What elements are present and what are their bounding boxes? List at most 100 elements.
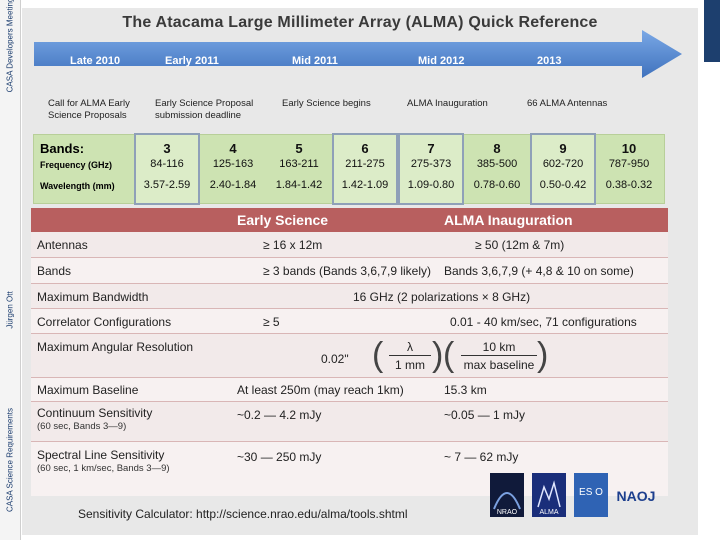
naoj-logo: NAOJ bbox=[612, 473, 660, 517]
band-column: 10 787-950 0.38-0.32 bbox=[596, 135, 662, 203]
band-number: 8 bbox=[493, 141, 501, 156]
row-label: Maximum Bandwidth bbox=[37, 290, 149, 304]
corner-bar bbox=[704, 0, 720, 62]
resolution-value: 0.02" bbox=[321, 352, 349, 366]
spec-table: Early Science ALMA Inauguration Antennas… bbox=[31, 208, 668, 496]
row-label: Spectral Line Sensitivity (60 sec, 1 km/… bbox=[37, 448, 170, 474]
baseline-num: 10 km bbox=[482, 340, 516, 354]
table-header-row: Early Science ALMA Inauguration bbox=[31, 208, 668, 232]
table-row: Correlator Configurations ≥ 5 0.01 - 40 … bbox=[31, 309, 668, 334]
row-value: ~30 — 250 mJy bbox=[237, 450, 322, 464]
close-paren-icon: ) bbox=[432, 336, 444, 374]
band-number: 4 bbox=[229, 141, 237, 156]
wavelength-label: Wavelength (mm) bbox=[40, 181, 115, 191]
band-number: 3 bbox=[163, 141, 171, 156]
timeline-event: Early Science begins bbox=[282, 98, 371, 109]
baseline-den: max baseline bbox=[463, 358, 535, 372]
band-column: 7 275-373 1.09-0.80 bbox=[398, 133, 464, 205]
band-frequency: 211-275 bbox=[345, 158, 385, 170]
band-number: 9 bbox=[559, 141, 567, 156]
timeline-event: Call for ALMA Early Science Proposals bbox=[48, 98, 130, 121]
band-number: 10 bbox=[621, 141, 637, 156]
timeline-event: 66 ALMA Antennas bbox=[527, 98, 608, 109]
band-frequency: 787-950 bbox=[608, 158, 650, 170]
row-label: Antennas bbox=[37, 238, 88, 252]
band-wavelength: 1.84-1.42 bbox=[275, 179, 323, 191]
alma-logo: ALMA bbox=[532, 473, 566, 517]
band-frequency: 275-373 bbox=[410, 158, 452, 170]
band-column: 9 602-720 0.50-0.42 bbox=[530, 133, 596, 205]
table-row: Bands ≥ 3 bands (Bands 3,6,7,9 likely) B… bbox=[31, 258, 668, 284]
resolution-num: λ bbox=[407, 340, 413, 354]
timeline-date: Mid 2012 bbox=[418, 55, 465, 67]
naoj-logo-text: NAOJ bbox=[617, 488, 656, 504]
table-row: Maximum Bandwidth 16 GHz (2 polarization… bbox=[31, 284, 668, 309]
band-wavelength: 1.09-0.80 bbox=[407, 179, 455, 191]
band-number: 6 bbox=[361, 141, 369, 156]
timeline-date: Mid 2011 bbox=[292, 55, 338, 67]
band-column: 5 163-211 1.84-1.42 bbox=[266, 135, 332, 203]
close-paren-icon: ) bbox=[537, 336, 549, 374]
side-label-meeting: CASA Developers Meeting bbox=[5, 0, 15, 93]
header-alma-inauguration: ALMA Inauguration bbox=[444, 212, 573, 228]
band-wavelength: 0.78-0.60 bbox=[473, 179, 521, 191]
row-value: ≥ 16 x 12m bbox=[263, 238, 323, 252]
timeline-date: 2013 bbox=[537, 55, 562, 67]
band-frequency: 84-116 bbox=[150, 158, 184, 170]
open-paren-icon: ( bbox=[443, 336, 455, 374]
row-value: ≥ 5 bbox=[263, 315, 280, 329]
band-frequency: 163-211 bbox=[279, 158, 319, 170]
open-paren-icon: ( bbox=[372, 336, 384, 374]
fraction-bar bbox=[461, 355, 537, 356]
band-wavelength: 2.40-1.84 bbox=[209, 179, 257, 191]
continuum-label: Continuum Sensitivity bbox=[37, 406, 153, 420]
sensitivity-calculator-link[interactable]: Sensitivity Calculator: http://science.n… bbox=[78, 507, 408, 521]
page-title: The Atacama Large Millimeter Array (ALMA… bbox=[122, 14, 598, 31]
row-label: Maximum Baseline bbox=[37, 383, 139, 397]
table-row: Spectral Line Sensitivity (60 sec, 1 km/… bbox=[31, 442, 668, 496]
band-column: 4 125-163 2.40-1.84 bbox=[200, 135, 266, 203]
row-value: Bands 3,6,7,9 (+ 4,8 & 10 on some) bbox=[444, 264, 634, 278]
resolution-den: 1 mm bbox=[395, 358, 425, 372]
eso-logo: ES O bbox=[574, 473, 608, 517]
nrao-logo: NRAO bbox=[490, 473, 524, 517]
band-frequency: 602-720 bbox=[542, 158, 584, 170]
band-number: 5 bbox=[295, 141, 303, 156]
timeline-event: ALMA Inauguration bbox=[407, 98, 488, 109]
row-value: ~0.2 — 4.2 mJy bbox=[237, 408, 322, 422]
row-label: Continuum Sensitivity (60 sec, Bands 3—9… bbox=[37, 406, 152, 432]
bands-panel: Bands: Frequency (GHz) Wavelength (mm) 3… bbox=[33, 133, 665, 205]
timeline-event: Early Science Proposal submission deadli… bbox=[155, 98, 254, 121]
bands-header: Bands: bbox=[40, 141, 85, 156]
continuum-sub: (60 sec, Bands 3—9) bbox=[37, 421, 127, 432]
row-value: 15.3 km bbox=[444, 383, 487, 397]
spectral-sub: (60 sec, 1 km/sec, Bands 3—9) bbox=[37, 463, 170, 474]
table-row: Antennas ≥ 16 x 12m ≥ 50 (12m & 7m) bbox=[31, 232, 668, 258]
row-value: ≥ 50 (12m & 7m) bbox=[475, 238, 565, 252]
side-label-strip: CASA Developers Meeting Jürgen Ott CASA … bbox=[0, 0, 21, 540]
header-early-science: Early Science bbox=[237, 212, 329, 228]
band-wavelength: 0.38-0.32 bbox=[605, 179, 653, 191]
band-frequency: 385-500 bbox=[476, 158, 518, 170]
row-value: At least 250m (may reach 1km) bbox=[237, 383, 404, 397]
table-row: Maximum Baseline At least 250m (may reac… bbox=[31, 378, 668, 402]
row-label: Bands bbox=[37, 264, 72, 278]
band-wavelength: 1.42-1.09 bbox=[341, 179, 389, 191]
row-value: 16 GHz (2 polarizations × 8 GHz) bbox=[353, 290, 531, 304]
side-label-author: Jürgen Ott bbox=[5, 291, 15, 329]
band-column: 8 385-500 0.78-0.60 bbox=[464, 135, 530, 203]
band-number: 7 bbox=[427, 141, 435, 156]
row-value: 0.01 - 40 km/sec, 71 configurations bbox=[450, 315, 637, 329]
alma-logo-text: ALMA bbox=[539, 509, 558, 516]
row-label: Correlator Configurations bbox=[37, 315, 172, 329]
timeline-arrow bbox=[34, 30, 682, 78]
row-value: ~ 7 — 62 mJy bbox=[444, 450, 519, 464]
timeline-date: Early 2011 bbox=[165, 55, 219, 67]
frequency-label: Frequency (GHz) bbox=[40, 160, 113, 170]
row-value: ≥ 3 bands (Bands 3,6,7,9 likely) bbox=[263, 264, 432, 278]
band-wavelength: 0.50-0.42 bbox=[539, 179, 587, 191]
band-column: 6 211-275 1.42-1.09 bbox=[332, 133, 398, 205]
spectral-label: Spectral Line Sensitivity bbox=[37, 448, 165, 462]
nrao-logo-text: NRAO bbox=[497, 509, 518, 516]
row-label: Maximum Angular Resolution bbox=[37, 340, 194, 354]
